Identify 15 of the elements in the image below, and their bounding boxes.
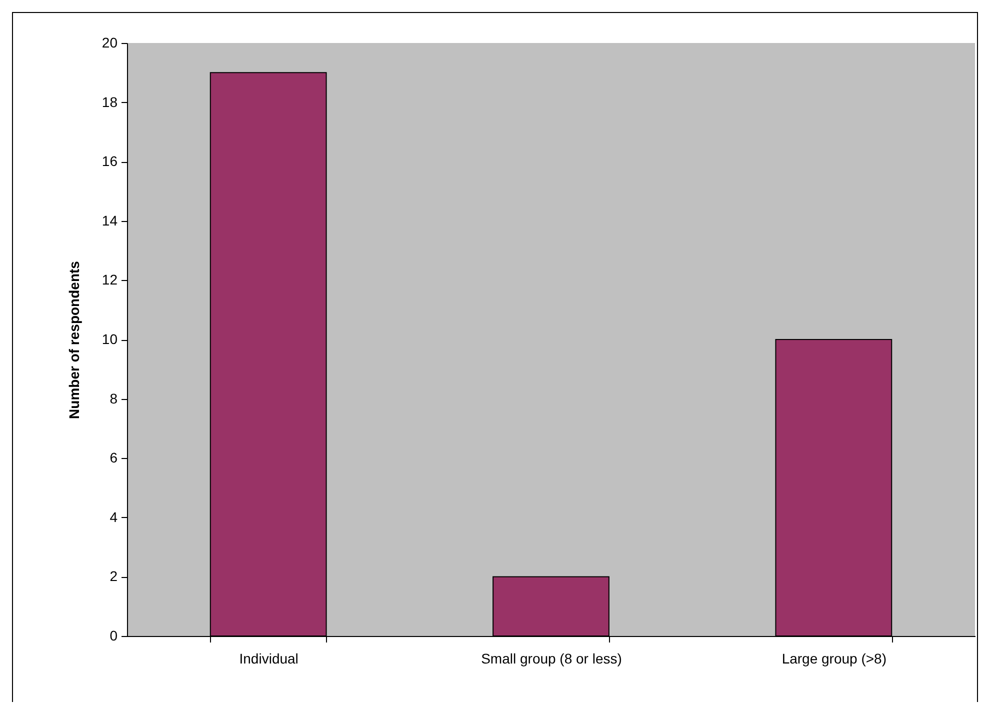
y-axis-title: Number of respondents (66, 260, 82, 419)
y-tick-label: 20 (102, 34, 118, 50)
y-tick-label: 18 (102, 94, 118, 110)
x-tick-label: Large group (>8) (782, 650, 887, 666)
x-tick-label: Small group (8 or less) (481, 650, 622, 666)
y-tick-label: 14 (102, 212, 118, 228)
y-tick-label: 4 (110, 508, 118, 525)
y-tick-label: 0 (110, 628, 118, 644)
y-tick-label: 10 (102, 331, 118, 347)
y-tick-label: 2 (110, 568, 118, 584)
y-tick-label: 8 (110, 390, 118, 406)
y-tick-label: 16 (102, 153, 118, 170)
y-tick-label: 6 (110, 450, 118, 466)
x-tick-label: Individual (239, 650, 298, 666)
y-tick-label: 12 (102, 272, 118, 288)
